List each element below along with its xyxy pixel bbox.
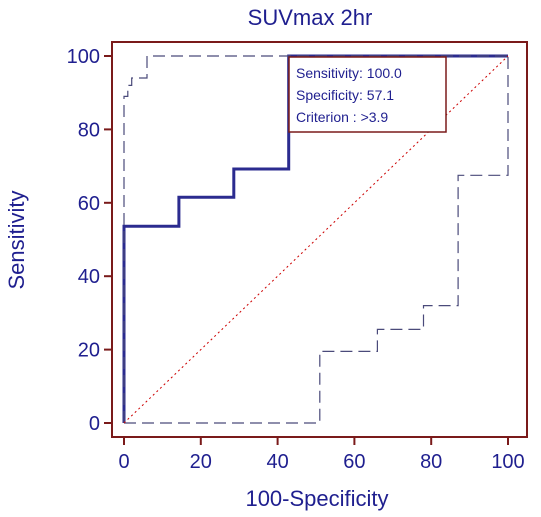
confidence-upper-line (123, 55, 508, 423)
x-tick-label: 20 (190, 451, 212, 473)
annotation-criterion: Criterion : >3.9 (296, 109, 388, 125)
y-tick-label: 100 (67, 46, 100, 68)
x-tick-label: 60 (343, 451, 365, 473)
plot-frame (111, 41, 528, 438)
reference-diagonal-line (123, 55, 509, 424)
y-axis-ticks: 0 20 40 60 80 100 (67, 46, 112, 435)
annotation-specificity: Specificity: 57.1 (296, 87, 394, 103)
x-axis-label: 100-Specificity (245, 486, 388, 511)
x-tick-label: 0 (118, 451, 129, 473)
criterion-annotation: Sensitivity: 100.0 Specificity: 57.1 Cri… (288, 56, 447, 133)
x-tick-label: 40 (266, 451, 288, 473)
x-tick-label: 100 (491, 451, 524, 473)
y-tick-label: 20 (78, 340, 100, 362)
y-axis-label: Sensitivity (4, 190, 29, 289)
y-tick-label: 40 (78, 266, 100, 288)
y-tick-label: 0 (89, 413, 100, 435)
y-tick-label: 80 (78, 119, 100, 141)
x-axis-ticks: 0 20 40 60 80 100 (118, 437, 525, 473)
annotation-box (288, 56, 447, 133)
chart-title: SUVmax 2hr (248, 5, 373, 30)
annotation-sensitivity: Sensitivity: 100.0 (296, 65, 402, 81)
x-tick-label: 80 (420, 451, 442, 473)
y-tick-label: 60 (78, 193, 100, 215)
confidence-lower-line (124, 56, 509, 424)
